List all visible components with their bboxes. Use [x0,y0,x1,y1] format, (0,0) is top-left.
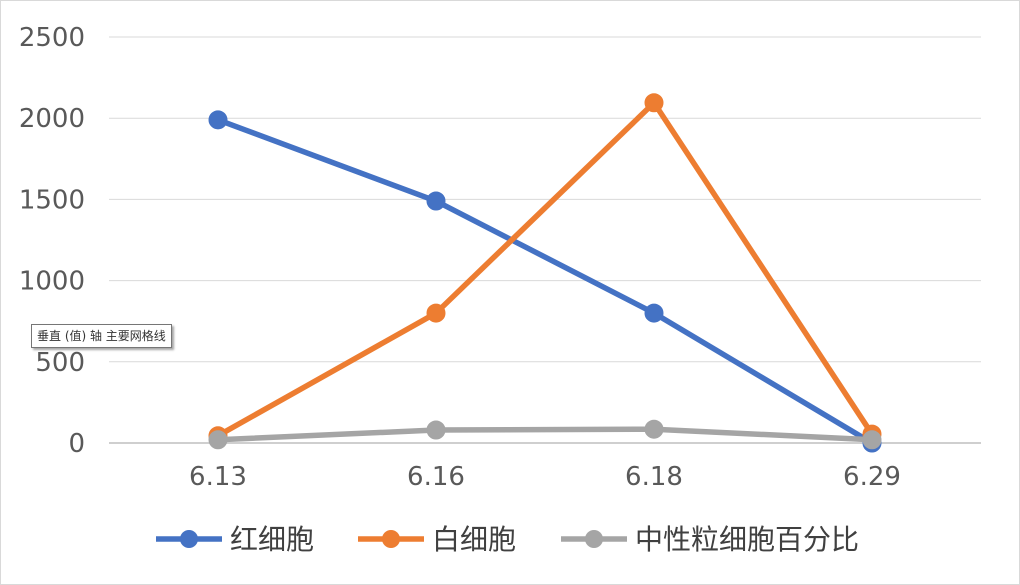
data-point-1-6.16[interactable] [426,191,446,211]
data-point-1-6.18[interactable] [644,303,664,323]
series-2[interactable] [208,93,882,446]
series-1[interactable] [208,110,882,453]
y-tick-label-500: 500 [35,348,85,378]
series-line-3[interactable] [215,426,875,443]
data-point-3-6.29[interactable] [862,430,882,450]
legend-label-3: 中性粒细胞百分比 [635,523,859,556]
data-point-3-6.18[interactable] [644,419,664,439]
series-line-2[interactable] [215,100,875,439]
axis-labels: 0 500 1000 1500 2000 2500 6.13 6.16 6.18 6.29 [19,23,901,492]
x-tick-label-6.18: 6.18 [625,462,683,492]
legend-item-1[interactable]: 红细胞 [156,523,314,556]
legend: 红细胞 白细胞 中性粒细胞百分比 [156,523,859,556]
legend-item-2[interactable]: 白细胞 [358,523,516,556]
legend-marker-1 [180,530,198,548]
gridline-tooltip: 垂直 (值) 轴 主要网格线 [31,324,172,348]
data-point-3-6.16[interactable] [426,420,446,440]
series-lines [208,93,882,453]
legend-label-2: 白细胞 [432,523,516,556]
y-tick-label-1500: 1500 [19,185,85,215]
legend-marker-2 [382,530,400,548]
legend-item-3[interactable]: 中性粒细胞百分比 [561,523,859,556]
x-tick-label-6.29: 6.29 [843,462,901,492]
data-point-2-6.18[interactable] [644,93,664,113]
x-tick-label-6.16: 6.16 [407,462,465,492]
x-tick-label-6.13: 6.13 [189,462,247,492]
y-tick-label-2000: 2000 [19,104,85,134]
data-point-2-6.16[interactable] [426,303,446,323]
legend-label-1: 红细胞 [230,523,314,556]
gridlines [109,36,981,444]
series-3[interactable] [208,419,882,450]
y-tick-label-0: 0 [68,429,85,459]
legend-marker-3 [585,530,603,548]
data-point-1-6.13[interactable] [208,110,228,130]
data-point-3-6.13[interactable] [208,430,228,450]
y-tick-label-2500: 2500 [19,23,85,53]
y-tick-label-1000: 1000 [19,267,85,297]
series-line-1[interactable] [215,117,875,446]
